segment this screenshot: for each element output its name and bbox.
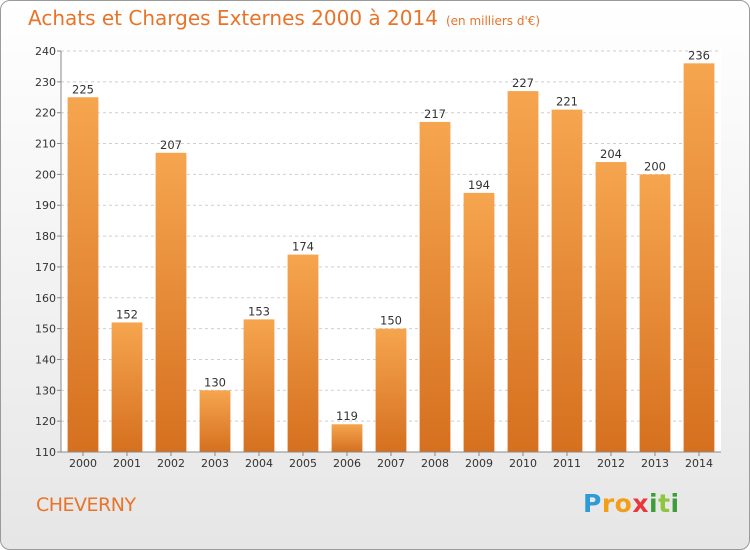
bar-2008 bbox=[419, 121, 451, 452]
x-tick-label: 2005 bbox=[289, 457, 317, 470]
bar-2005 bbox=[287, 254, 319, 452]
x-tick-label: 2007 bbox=[377, 457, 405, 470]
bar-2011 bbox=[551, 109, 583, 452]
logo-letter: P bbox=[583, 489, 602, 518]
data-label: 207 bbox=[160, 138, 182, 152]
data-label: 130 bbox=[204, 375, 226, 389]
data-label: 221 bbox=[556, 95, 578, 109]
bar-2009 bbox=[463, 192, 495, 452]
y-tick-label: 220 bbox=[35, 107, 56, 120]
y-tick-label: 130 bbox=[35, 384, 56, 397]
y-tick-label: 210 bbox=[35, 138, 56, 151]
x-tick-label: 2003 bbox=[201, 457, 229, 470]
bar-2004 bbox=[243, 319, 275, 452]
x-tick-label: 2011 bbox=[553, 457, 581, 470]
data-label: 152 bbox=[116, 307, 138, 321]
y-tick-label: 110 bbox=[35, 446, 56, 459]
y-tick-label: 180 bbox=[35, 230, 56, 243]
logo-letter: x bbox=[632, 489, 649, 518]
data-label: 119 bbox=[336, 409, 358, 423]
x-tick-label: 2009 bbox=[465, 457, 493, 470]
bar-2003 bbox=[199, 390, 231, 452]
bar-2010 bbox=[507, 91, 539, 452]
x-tick-label: 2013 bbox=[641, 457, 669, 470]
y-axis-ticks: 110 120 130 140 150 160 170 180 190 200 210 220 230 2… bbox=[35, 45, 61, 459]
chart-title-text: Achats et Charges Externes 2000 à 2014 bbox=[28, 6, 438, 30]
x-tick-label: 2002 bbox=[157, 457, 185, 470]
data-label: 153 bbox=[248, 304, 270, 318]
y-tick-label: 190 bbox=[35, 199, 56, 212]
data-label: 225 bbox=[72, 82, 94, 96]
x-tick-label: 2008 bbox=[421, 457, 449, 470]
chart-unit: (en milliers d'€) bbox=[445, 14, 541, 28]
bar-2000 bbox=[67, 97, 99, 453]
data-label: 217 bbox=[424, 107, 446, 121]
y-tick-label: 140 bbox=[35, 353, 56, 366]
y-tick-label: 170 bbox=[35, 261, 56, 274]
logo-letter: i bbox=[649, 489, 659, 518]
x-tick-label: 2006 bbox=[333, 457, 361, 470]
proxiti-logo: Proxiti bbox=[583, 489, 680, 518]
data-label: 194 bbox=[468, 178, 490, 192]
bar-2012 bbox=[595, 162, 627, 453]
bar-2007 bbox=[375, 328, 407, 452]
x-axis-ticks: 2000 2001 2002 2003 2004 2005 2006 2007 2008 2009… bbox=[69, 452, 713, 470]
data-label: 200 bbox=[644, 159, 666, 173]
y-tick-label: 240 bbox=[35, 45, 56, 58]
logo-letter: r bbox=[601, 489, 615, 518]
bars: 225 152 207 130 153 174 119 150 217 194 227 221 204 2… bbox=[67, 48, 715, 453]
data-label: 204 bbox=[600, 147, 622, 161]
bar-2013 bbox=[639, 174, 671, 452]
y-tick-label: 120 bbox=[35, 415, 56, 428]
bar-2002 bbox=[155, 152, 187, 453]
chart-title: Achats et Charges Externes 2000 à 2014 (e… bbox=[28, 6, 540, 30]
logo-letter: o bbox=[614, 489, 633, 518]
x-tick-label: 2000 bbox=[69, 457, 97, 470]
data-label: 236 bbox=[688, 48, 710, 62]
data-label: 227 bbox=[512, 76, 534, 90]
y-tick-label: 230 bbox=[35, 76, 56, 89]
bar-2006 bbox=[331, 424, 363, 452]
data-label: 150 bbox=[380, 314, 402, 328]
bar-2014 bbox=[683, 63, 715, 452]
x-tick-label: 2004 bbox=[245, 457, 273, 470]
logo-letter: i bbox=[670, 489, 680, 518]
x-tick-label: 2001 bbox=[113, 457, 141, 470]
y-tick-label: 200 bbox=[35, 168, 56, 181]
bar-2001 bbox=[111, 322, 143, 452]
logo-letter: t bbox=[658, 489, 671, 518]
y-tick-label: 150 bbox=[35, 323, 56, 336]
y-tick-label: 160 bbox=[35, 292, 56, 305]
data-label: 174 bbox=[292, 240, 314, 254]
x-tick-label: 2012 bbox=[597, 457, 625, 470]
x-tick-label: 2010 bbox=[509, 457, 537, 470]
location-label: CHEVERNY bbox=[36, 494, 136, 516]
x-tick-label: 2014 bbox=[685, 457, 713, 470]
